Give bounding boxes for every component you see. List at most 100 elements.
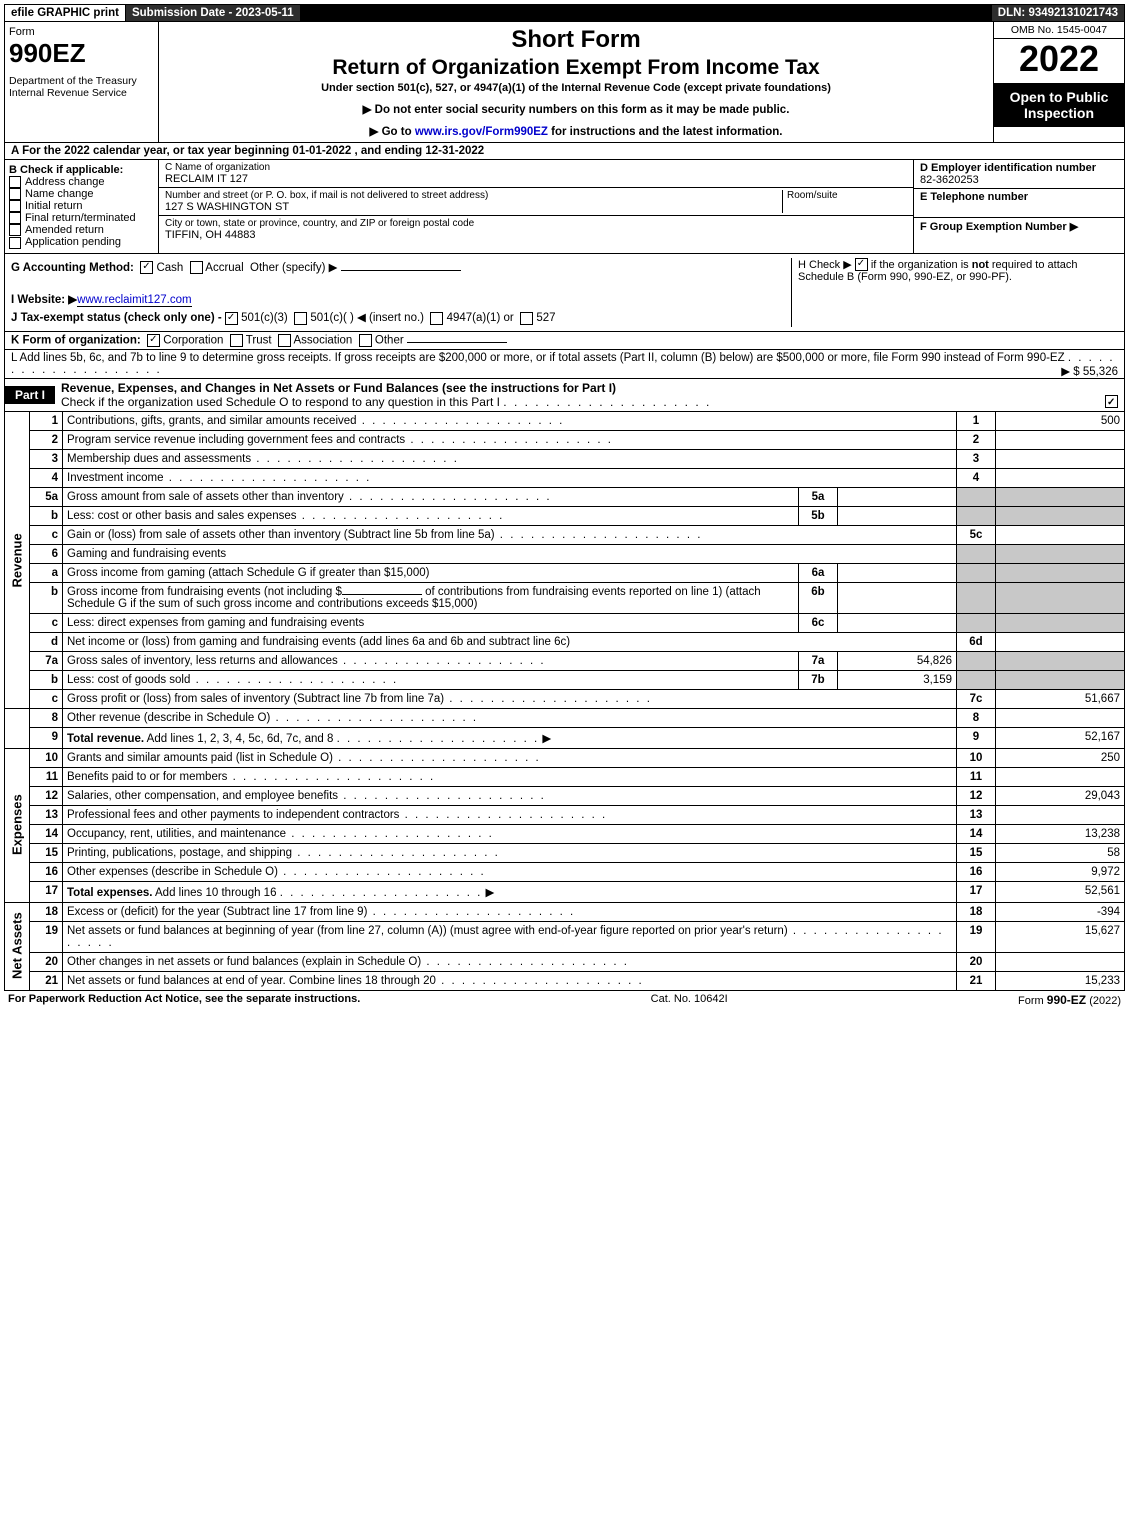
- line-6b-input[interactable]: [342, 594, 422, 595]
- line-8-val: [996, 708, 1125, 727]
- org-name: RECLAIM IT 127: [165, 173, 907, 185]
- label-name-change: Name change: [25, 188, 94, 200]
- line-18-desc: Excess or (deficit) for the year (Subtra…: [63, 902, 957, 921]
- line-6b-num: b: [30, 582, 63, 613]
- check-schedule-b[interactable]: [855, 258, 868, 271]
- line-2-desc: Program service revenue including govern…: [63, 430, 957, 449]
- line-6c-sub: 6c: [799, 613, 838, 632]
- check-other-org[interactable]: [359, 334, 372, 347]
- check-address-change[interactable]: [9, 176, 21, 188]
- check-name-change[interactable]: [9, 188, 21, 200]
- check-schedule-o[interactable]: [1105, 395, 1118, 408]
- check-initial-return[interactable]: [9, 200, 21, 212]
- part1-table: Revenue 1 Contributions, gifts, grants, …: [4, 412, 1125, 991]
- line-10-ref: 10: [957, 748, 996, 767]
- phone-label: E Telephone number: [920, 191, 1028, 203]
- line-5b-subval: [838, 506, 957, 525]
- open-public-badge: Open to Public Inspection: [994, 83, 1124, 127]
- section-h: H Check ▶ if the organization is not req…: [791, 258, 1118, 327]
- line-11-num: 11: [30, 767, 63, 786]
- side-netassets: Net Assets: [5, 902, 30, 990]
- check-trust[interactable]: [230, 334, 243, 347]
- street-value: 127 S WASHINGTON ST: [165, 201, 782, 213]
- line-10-desc: Grants and similar amounts paid (list in…: [63, 748, 957, 767]
- footer-right: Form 990-EZ (2022): [1018, 993, 1121, 1007]
- line-19-num: 19: [30, 921, 63, 952]
- line-16-val: 9,972: [996, 862, 1125, 881]
- room-label: Room/suite: [787, 190, 907, 201]
- line-7a-desc: Gross sales of inventory, less returns a…: [63, 651, 799, 670]
- line-11-ref: 11: [957, 767, 996, 786]
- section-g: G Accounting Method: Cash Accrual Other …: [11, 258, 791, 276]
- line-3-desc: Membership dues and assessments: [63, 449, 957, 468]
- goto-line: ▶ Go to www.irs.gov/Form990EZ for instru…: [169, 124, 983, 138]
- line-7a-sub: 7a: [799, 651, 838, 670]
- label-amended-return: Amended return: [25, 224, 104, 236]
- line-20-val: [996, 952, 1125, 971]
- line-6d-val: [996, 632, 1125, 651]
- line-14-ref: 14: [957, 824, 996, 843]
- efile-graphic-print[interactable]: efile GRAPHIC print: [5, 5, 126, 21]
- label-other-org: Other: [375, 334, 404, 346]
- label-assoc: Association: [294, 334, 353, 346]
- line-6a-grey: [957, 563, 996, 582]
- line-6a-num: a: [30, 563, 63, 582]
- line-3-ref: 3: [957, 449, 996, 468]
- line-7a-grey: [957, 651, 996, 670]
- line-7c-val: 51,667: [996, 689, 1125, 708]
- line-5a-sub: 5a: [799, 487, 838, 506]
- ein-value: 82-3620253: [920, 174, 979, 186]
- line-6b-sub: 6b: [799, 582, 838, 613]
- check-501c[interactable]: [294, 312, 307, 325]
- check-cash[interactable]: [140, 261, 153, 274]
- check-corp[interactable]: [147, 334, 160, 347]
- line-2-num: 2: [30, 430, 63, 449]
- line-1-desc: Contributions, gifts, grants, and simila…: [63, 412, 957, 431]
- check-4947[interactable]: [430, 312, 443, 325]
- line-8-ref: 8: [957, 708, 996, 727]
- line-12-desc: Salaries, other compensation, and employ…: [63, 786, 957, 805]
- line-5a-num: 5a: [30, 487, 63, 506]
- line-5a-subval: [838, 487, 957, 506]
- section-l: L Add lines 5b, 6c, and 7b to line 9 to …: [4, 350, 1125, 379]
- check-final-return[interactable]: [9, 212, 21, 224]
- line-6-greyval: [996, 544, 1125, 563]
- line-14-desc: Occupancy, rent, utilities, and maintena…: [63, 824, 957, 843]
- check-527[interactable]: [520, 312, 533, 325]
- line-6c-subval: [838, 613, 957, 632]
- label-cash: Cash: [156, 262, 183, 274]
- other-org-input[interactable]: [407, 342, 507, 343]
- line-7a-greyval: [996, 651, 1125, 670]
- irs-link[interactable]: www.irs.gov/Form990EZ: [415, 126, 548, 138]
- section-j: J Tax-exempt status (check only one) - 5…: [11, 308, 791, 326]
- check-application-pending[interactable]: [9, 237, 21, 249]
- form-word: Form: [9, 26, 154, 38]
- line-5a-desc: Gross amount from sale of assets other t…: [63, 487, 799, 506]
- line-21-num: 21: [30, 971, 63, 990]
- check-501c3[interactable]: [225, 312, 238, 325]
- website-link[interactable]: www.reclaimit127.com: [77, 294, 191, 307]
- side-revenue-cont: [5, 708, 30, 748]
- line-5b-greyval: [996, 506, 1125, 525]
- line-6b-grey: [957, 582, 996, 613]
- line-6b-desc: Gross income from fundraising events (no…: [63, 582, 799, 613]
- short-form-title: Short Form: [169, 26, 983, 54]
- check-accrual[interactable]: [190, 261, 203, 274]
- no-ssn-line: ▶ Do not enter social security numbers o…: [169, 102, 983, 116]
- line-18-num: 18: [30, 902, 63, 921]
- line-4-num: 4: [30, 468, 63, 487]
- line-5c-num: c: [30, 525, 63, 544]
- line-6-grey: [957, 544, 996, 563]
- line-9-val: 52,167: [996, 727, 1125, 748]
- h-text1: H Check ▶: [798, 259, 852, 271]
- check-amended-return[interactable]: [9, 224, 21, 236]
- section-b: B Check if applicable: Address change Na…: [5, 160, 159, 253]
- line-1-ref: 1: [957, 412, 996, 431]
- section-k: K Form of organization: Corporation Trus…: [4, 332, 1125, 350]
- line-6-desc: Gaming and fundraising events: [63, 544, 957, 563]
- other-method-input[interactable]: [341, 270, 461, 271]
- line-15-ref: 15: [957, 843, 996, 862]
- line-19-val: 15,627: [996, 921, 1125, 952]
- check-assoc[interactable]: [278, 334, 291, 347]
- line-12-num: 12: [30, 786, 63, 805]
